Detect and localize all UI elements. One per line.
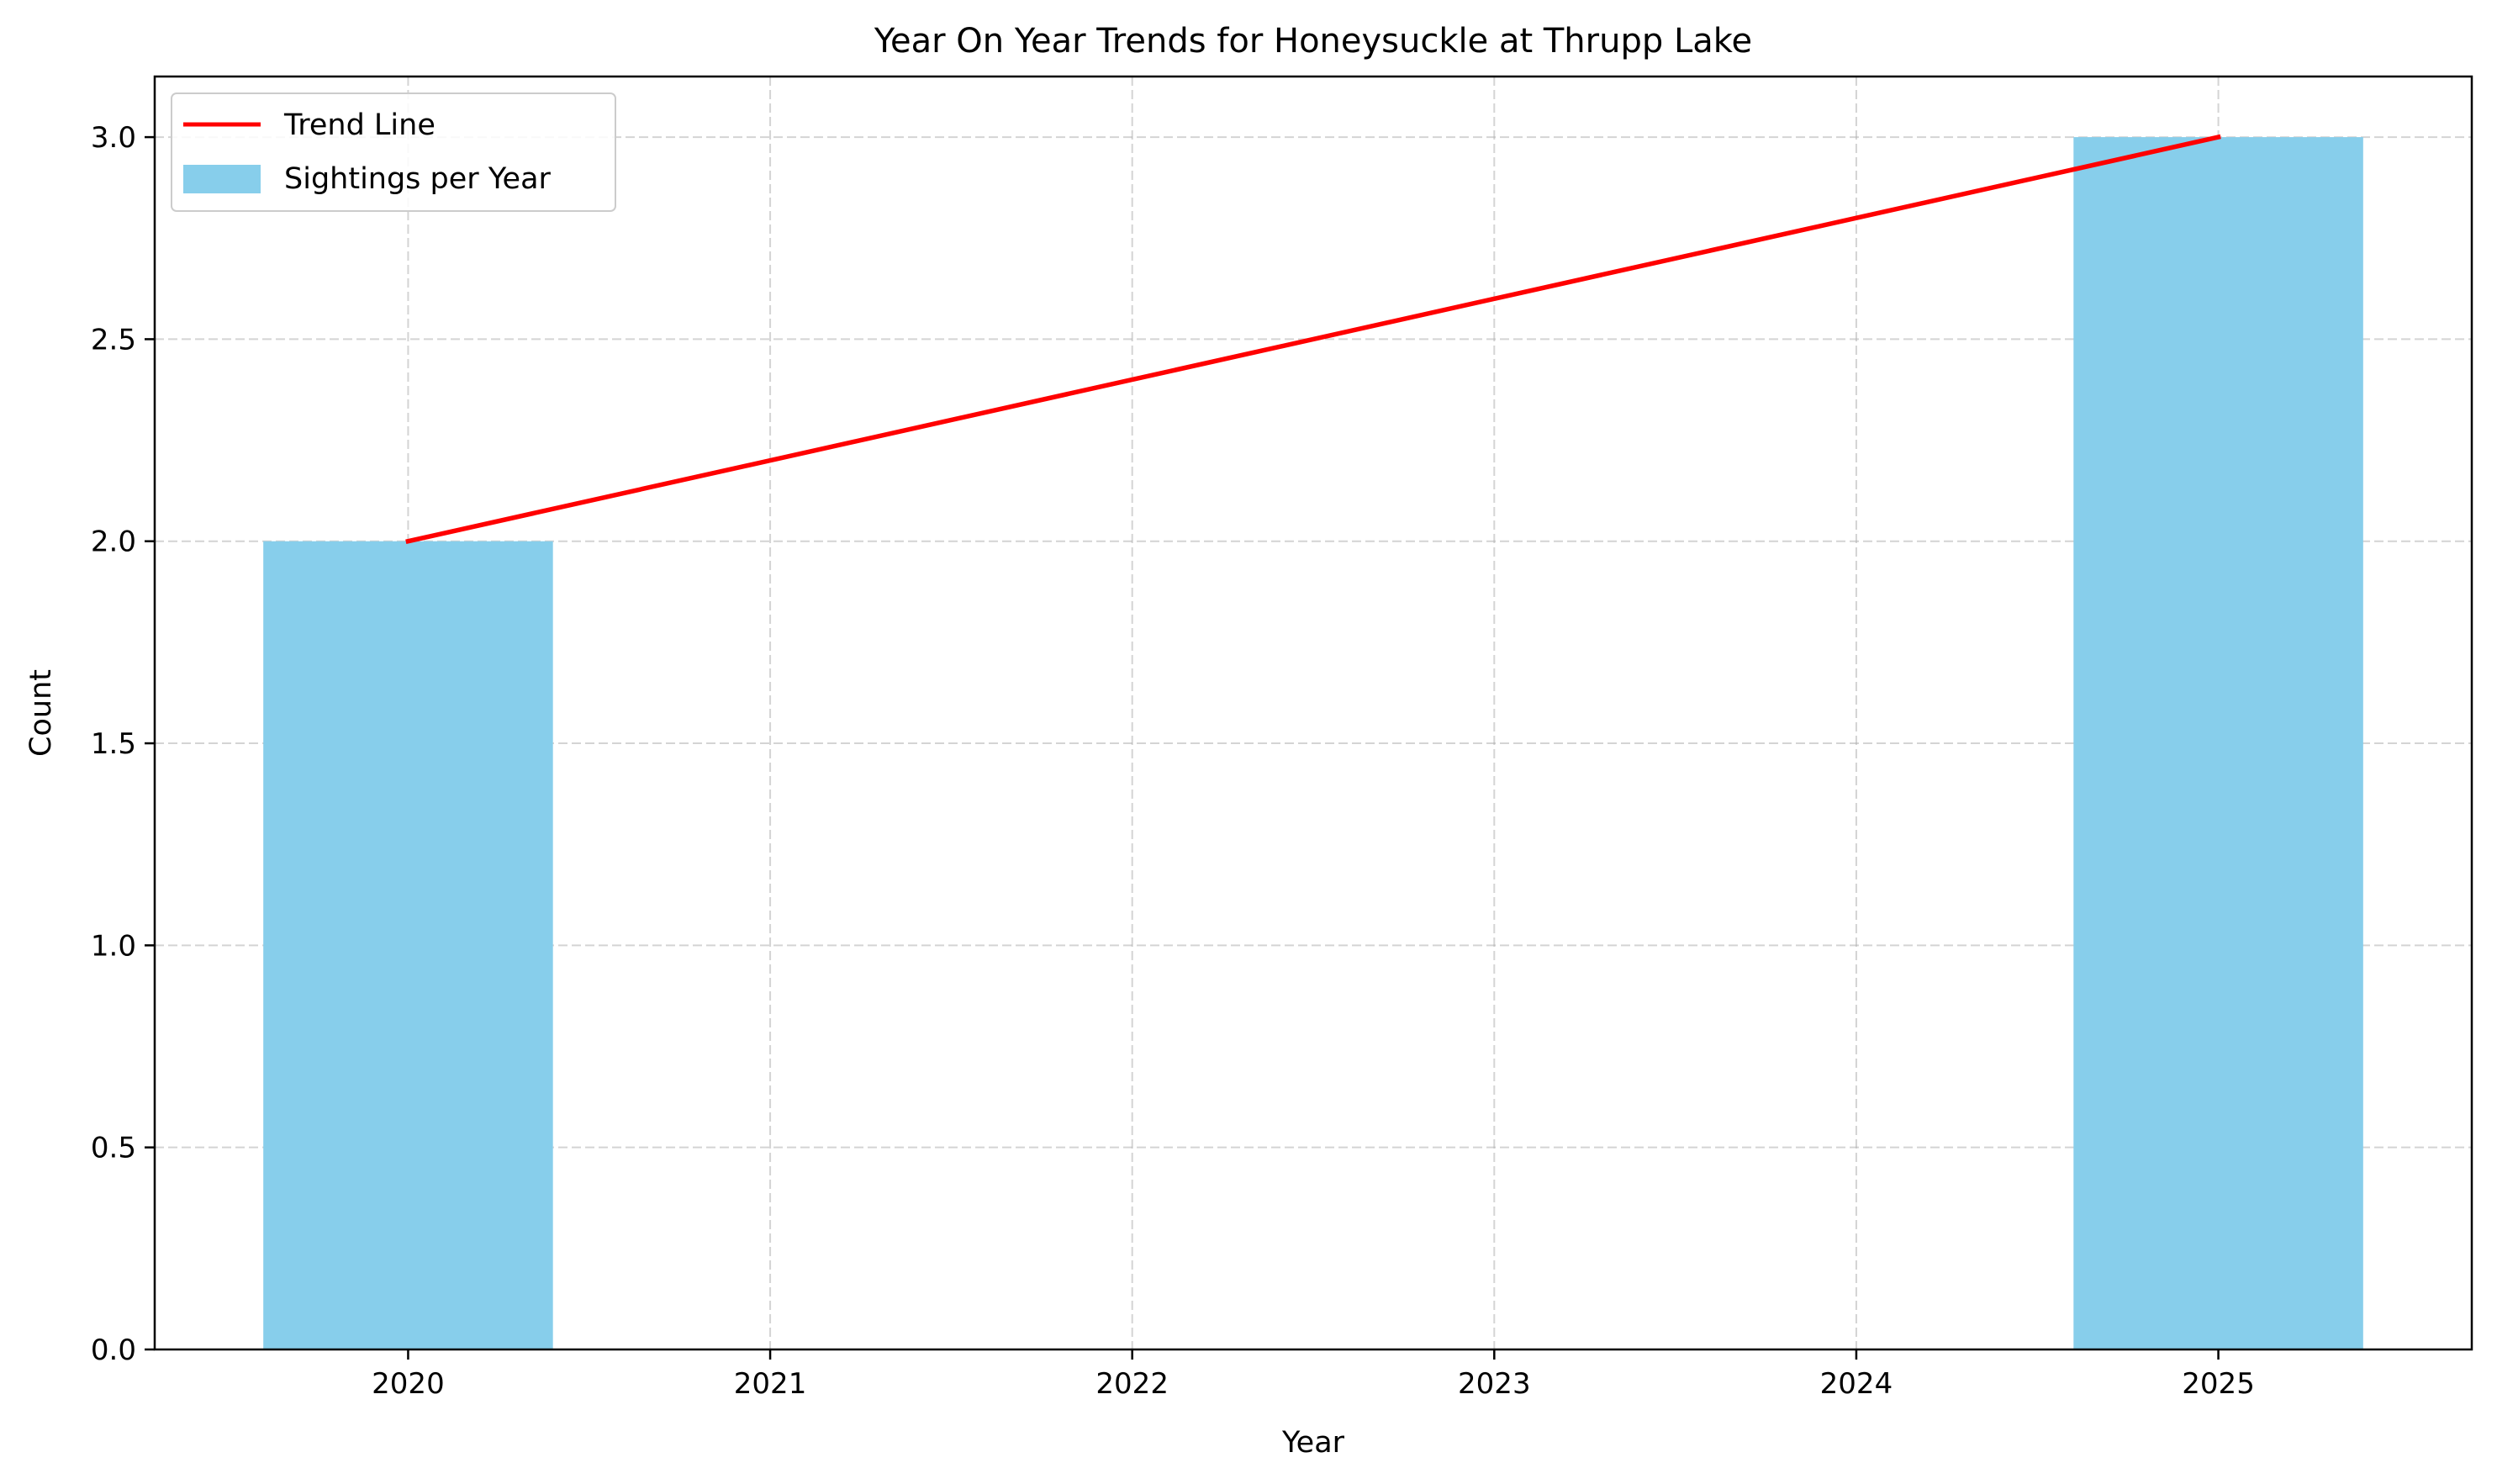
x-tick-label: 2021 [734, 1367, 807, 1401]
y-tick-label: 0.0 [91, 1333, 136, 1367]
x-tick-label: 2020 [372, 1367, 445, 1401]
legend-sightings-swatch [183, 165, 261, 193]
bar-2020 [263, 541, 553, 1349]
x-tick-label: 2024 [1820, 1367, 1893, 1401]
y-tick-label: 2.5 [91, 323, 136, 356]
y-tick-label: 1.0 [91, 929, 136, 963]
legend: Trend Line Sightings per Year [171, 92, 616, 212]
legend-sightings-label: Sightings per Year [284, 162, 552, 196]
x-axis-ticks: 2020 2021 2022 2023 2024 2025 [372, 1349, 2255, 1401]
chart-title: Year On Year Trends for Honeysuckle at T… [874, 22, 1752, 61]
trend-line-layer [405, 134, 2221, 545]
x-tick-label: 2025 [2182, 1367, 2255, 1401]
y-axis-label: Count [24, 669, 58, 757]
plot-frame [153, 75, 2473, 1351]
trend-line [405, 134, 2221, 545]
legend-box [171, 92, 616, 212]
bar-2025 [2073, 137, 2363, 1350]
x-tick-label: 2023 [1458, 1367, 1531, 1401]
x-tick-label: 2022 [1095, 1367, 1169, 1401]
y-tick-label: 3.0 [91, 121, 136, 155]
x-axis-label: Year [1281, 1426, 1345, 1460]
y-tick-label: 2.0 [91, 525, 136, 559]
y-tick-label: 1.5 [91, 727, 136, 761]
y-tick-label: 0.5 [91, 1132, 136, 1165]
bars [263, 137, 2363, 1350]
legend-trend-line-label: Trend Line [283, 108, 436, 142]
y-axis-ticks: 0.0 0.5 1.0 1.5 2.0 2.5 3.0 [91, 121, 155, 1367]
